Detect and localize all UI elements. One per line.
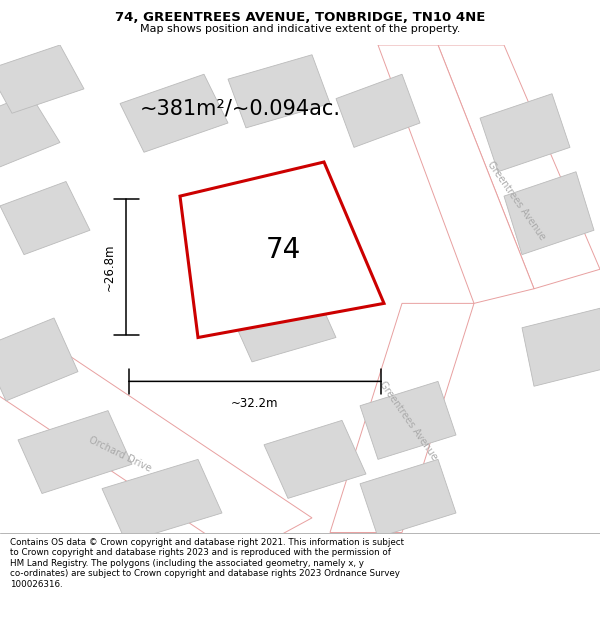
Polygon shape — [18, 411, 132, 494]
Text: Orchard Drive: Orchard Drive — [87, 435, 153, 474]
Polygon shape — [360, 459, 456, 538]
Polygon shape — [120, 74, 228, 152]
Polygon shape — [0, 45, 84, 113]
Polygon shape — [0, 338, 312, 557]
Polygon shape — [438, 45, 600, 289]
Polygon shape — [228, 221, 336, 299]
Polygon shape — [378, 45, 534, 303]
Polygon shape — [228, 284, 336, 362]
Polygon shape — [264, 421, 366, 498]
Polygon shape — [228, 55, 330, 128]
Text: 74, GREENTREES AVENUE, TONBRIDGE, TN10 4NE: 74, GREENTREES AVENUE, TONBRIDGE, TN10 4… — [115, 11, 485, 24]
Polygon shape — [180, 162, 384, 338]
Polygon shape — [0, 318, 78, 401]
Polygon shape — [330, 303, 474, 532]
Polygon shape — [0, 94, 60, 167]
Polygon shape — [522, 308, 600, 386]
Polygon shape — [102, 459, 222, 542]
Polygon shape — [0, 181, 90, 254]
Polygon shape — [480, 94, 570, 172]
Text: ~32.2m: ~32.2m — [231, 397, 279, 410]
Text: Map shows position and indicative extent of the property.: Map shows position and indicative extent… — [140, 24, 460, 34]
Polygon shape — [504, 172, 594, 254]
Text: Greentrees Avenue: Greentrees Avenue — [485, 160, 547, 242]
Text: ~381m²/~0.094ac.: ~381m²/~0.094ac. — [139, 98, 341, 118]
Text: Contains OS data © Crown copyright and database right 2021. This information is : Contains OS data © Crown copyright and d… — [10, 538, 404, 589]
Text: 74: 74 — [266, 236, 301, 264]
Text: ~26.8m: ~26.8m — [103, 243, 116, 291]
Text: Greentrees Avenue: Greentrees Avenue — [377, 379, 439, 462]
Polygon shape — [336, 74, 420, 148]
Polygon shape — [360, 381, 456, 459]
